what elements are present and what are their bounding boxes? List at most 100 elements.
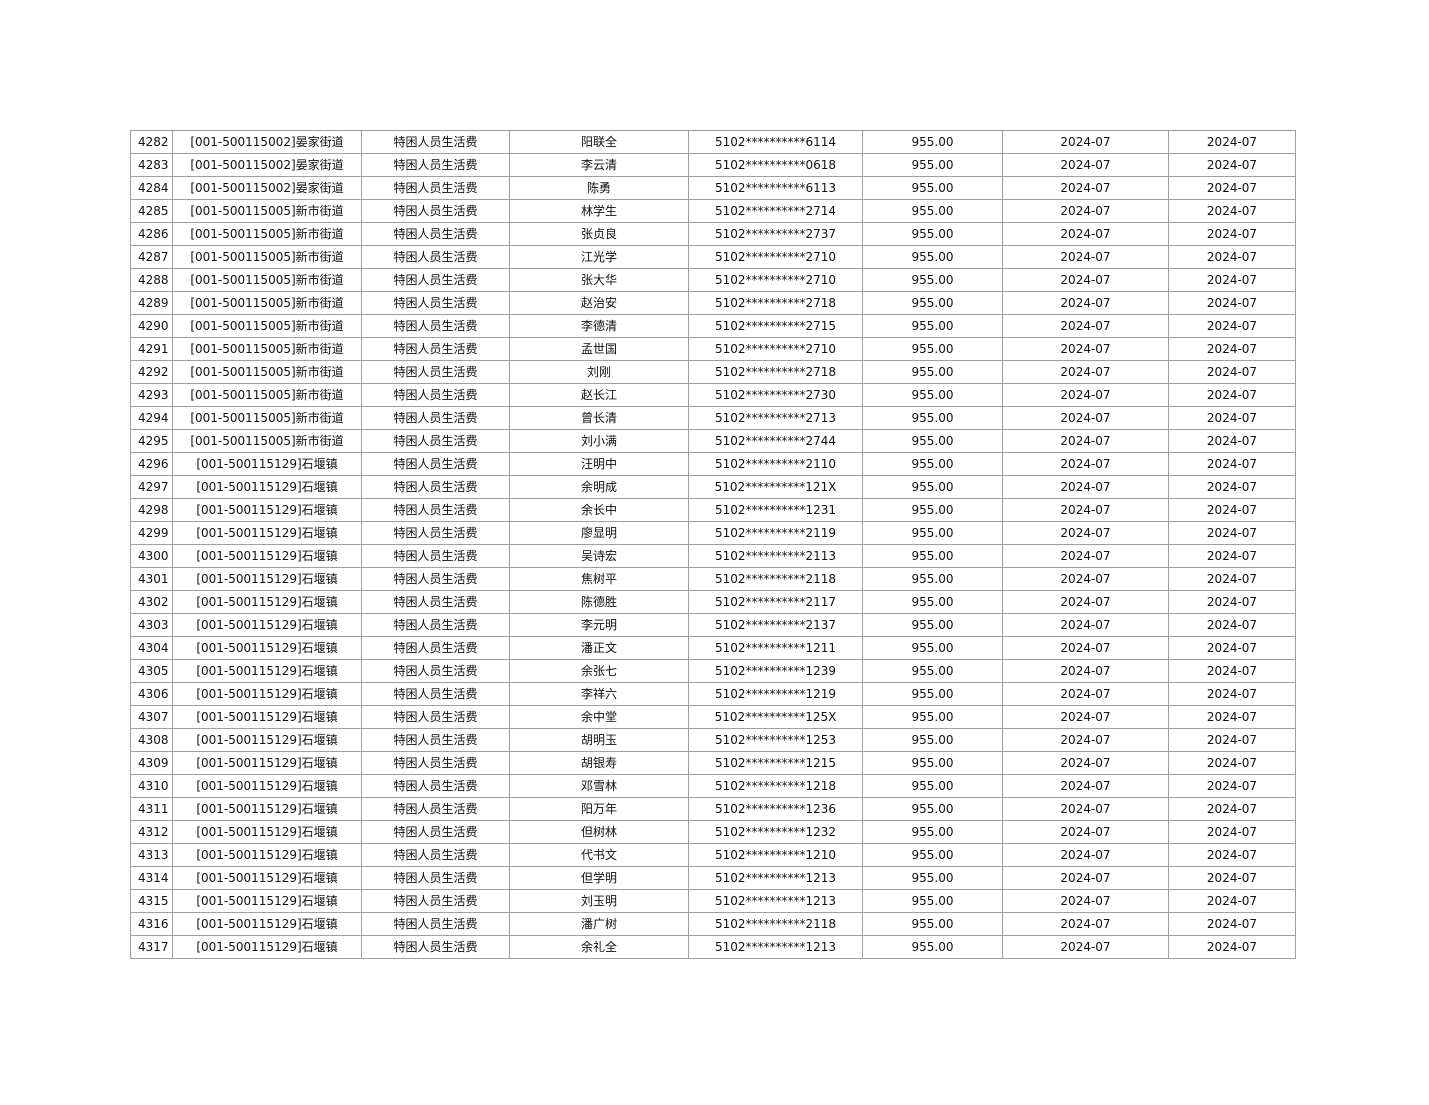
end-month-cell: 2024-07: [1168, 245, 1296, 269]
region-cell: [001-500115005]新市街道: [172, 291, 362, 315]
row-number-cell: 4282: [130, 130, 173, 154]
region-cell: [001-500115129]石堰镇: [172, 912, 362, 936]
person-name-cell: 曾长清: [509, 406, 689, 430]
start-month-cell: 2024-07: [1002, 268, 1169, 292]
row-number-cell: 4306: [130, 682, 173, 706]
row-number-cell: 4297: [130, 475, 173, 499]
person-name-cell: 但树林: [509, 820, 689, 844]
id-number-cell: 5102**********2118: [688, 912, 863, 936]
start-month-cell: 2024-07: [1002, 245, 1169, 269]
table-row: 4308 [001-500115129]石堰镇 特困人员生活费 胡明玉 5102****…: [130, 728, 1296, 752]
region-cell: [001-500115129]石堰镇: [172, 567, 362, 591]
table-row: 4294 [001-500115005]新市街道 特困人员生活费 曾长清 5102***…: [130, 406, 1296, 430]
table-row: 4309 [001-500115129]石堰镇 特困人员生活费 胡银寿 5102****…: [130, 751, 1296, 775]
table-body: 4282 [001-500115002]晏家街道 特困人员生活费 阳联全 5102***…: [130, 130, 1296, 959]
person-name-cell: 汪明中: [509, 452, 689, 476]
row-number-cell: 4313: [130, 843, 173, 867]
end-month-cell: 2024-07: [1168, 544, 1296, 568]
start-month-cell: 2024-07: [1002, 613, 1169, 637]
end-month-cell: 2024-07: [1168, 912, 1296, 936]
end-month-cell: 2024-07: [1168, 751, 1296, 775]
row-number-cell: 4317: [130, 935, 173, 959]
row-number-cell: 4289: [130, 291, 173, 315]
subsidy-type-cell: 特困人员生活费: [361, 452, 510, 476]
person-name-cell: 阳万年: [509, 797, 689, 821]
row-number-cell: 4286: [130, 222, 173, 246]
subsidy-type-cell: 特困人员生活费: [361, 337, 510, 361]
amount-cell: 955.00: [862, 636, 1003, 660]
amount-cell: 955.00: [862, 774, 1003, 798]
subsidy-type-cell: 特困人员生活费: [361, 659, 510, 683]
row-number-cell: 4298: [130, 498, 173, 522]
amount-cell: 955.00: [862, 521, 1003, 545]
end-month-cell: 2024-07: [1168, 337, 1296, 361]
amount-cell: 955.00: [862, 291, 1003, 315]
amount-cell: 955.00: [862, 452, 1003, 476]
region-cell: [001-500115129]石堰镇: [172, 889, 362, 913]
person-name-cell: 余中堂: [509, 705, 689, 729]
subsidy-type-cell: 特困人员生活费: [361, 636, 510, 660]
table-row: 4287 [001-500115005]新市街道 特困人员生活费 江光学 5102***…: [130, 245, 1296, 269]
table-row: 4285 [001-500115005]新市街道 特困人员生活费 林学生 5102***…: [130, 199, 1296, 223]
start-month-cell: 2024-07: [1002, 797, 1169, 821]
person-name-cell: 刘刚: [509, 360, 689, 384]
region-cell: [001-500115129]石堰镇: [172, 751, 362, 775]
person-name-cell: 李云清: [509, 153, 689, 177]
end-month-cell: 2024-07: [1168, 406, 1296, 430]
region-cell: [001-500115129]石堰镇: [172, 728, 362, 752]
region-cell: [001-500115005]新市街道: [172, 360, 362, 384]
id-number-cell: 5102**********125X: [688, 705, 863, 729]
region-cell: [001-500115005]新市街道: [172, 429, 362, 453]
subsidy-type-cell: 特困人员生活费: [361, 268, 510, 292]
end-month-cell: 2024-07: [1168, 797, 1296, 821]
person-name-cell: 李祥六: [509, 682, 689, 706]
subsidy-type-cell: 特困人员生活费: [361, 820, 510, 844]
region-cell: [001-500115005]新市街道: [172, 268, 362, 292]
subsidy-type-cell: 特困人员生活费: [361, 682, 510, 706]
end-month-cell: 2024-07: [1168, 636, 1296, 660]
region-cell: [001-500115129]石堰镇: [172, 475, 362, 499]
region-cell: [001-500115005]新市街道: [172, 383, 362, 407]
person-name-cell: 赵长江: [509, 383, 689, 407]
person-name-cell: 余张七: [509, 659, 689, 683]
row-number-cell: 4291: [130, 337, 173, 361]
table-row: 4317 [001-500115129]石堰镇 特困人员生活费 余礼全 5102****…: [130, 935, 1296, 959]
start-month-cell: 2024-07: [1002, 176, 1169, 200]
subsidy-type-cell: 特困人员生活费: [361, 406, 510, 430]
subsidy-type-cell: 特困人员生活费: [361, 176, 510, 200]
amount-cell: 955.00: [862, 544, 1003, 568]
id-number-cell: 5102**********2117: [688, 590, 863, 614]
region-cell: [001-500115129]石堰镇: [172, 636, 362, 660]
id-number-cell: 5102**********1239: [688, 659, 863, 683]
amount-cell: 955.00: [862, 176, 1003, 200]
start-month-cell: 2024-07: [1002, 337, 1169, 361]
end-month-cell: 2024-07: [1168, 498, 1296, 522]
id-number-cell: 5102**********2137: [688, 613, 863, 637]
amount-cell: 955.00: [862, 682, 1003, 706]
id-number-cell: 5102**********1219: [688, 682, 863, 706]
region-cell: [001-500115005]新市街道: [172, 337, 362, 361]
person-name-cell: 代书文: [509, 843, 689, 867]
person-name-cell: 刘玉明: [509, 889, 689, 913]
amount-cell: 955.00: [862, 429, 1003, 453]
region-cell: [001-500115129]石堰镇: [172, 705, 362, 729]
subsidy-type-cell: 特困人员生活费: [361, 935, 510, 959]
start-month-cell: 2024-07: [1002, 935, 1169, 959]
table-row: 4298 [001-500115129]石堰镇 特困人员生活费 余长中 5102****…: [130, 498, 1296, 522]
subsidy-type-cell: 特困人员生活费: [361, 314, 510, 338]
id-number-cell: 5102**********6113: [688, 176, 863, 200]
table-row: 4283 [001-500115002]晏家街道 特困人员生活费 李云清 5102***…: [130, 153, 1296, 177]
subsidy-type-cell: 特困人员生活费: [361, 590, 510, 614]
person-name-cell: 余明成: [509, 475, 689, 499]
subsidy-type-cell: 特困人员生活费: [361, 797, 510, 821]
amount-cell: 955.00: [862, 383, 1003, 407]
person-name-cell: 林学生: [509, 199, 689, 223]
region-cell: [001-500115129]石堰镇: [172, 797, 362, 821]
id-number-cell: 5102**********1253: [688, 728, 863, 752]
row-number-cell: 4287: [130, 245, 173, 269]
start-month-cell: 2024-07: [1002, 889, 1169, 913]
start-month-cell: 2024-07: [1002, 498, 1169, 522]
subsidy-type-cell: 特困人员生活费: [361, 245, 510, 269]
start-month-cell: 2024-07: [1002, 866, 1169, 890]
id-number-cell: 5102**********1215: [688, 751, 863, 775]
